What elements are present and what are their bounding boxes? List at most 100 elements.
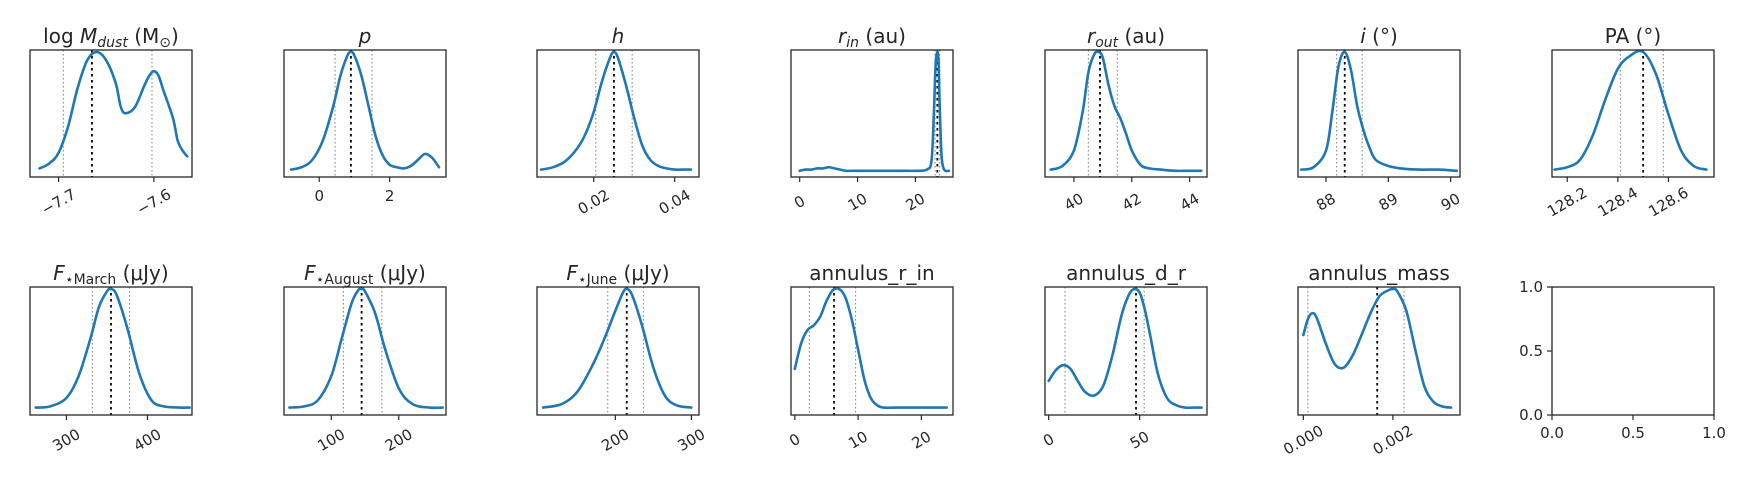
axes-frame	[1297, 286, 1461, 416]
panel-title-part: PA (°)	[1605, 24, 1661, 48]
x-tick-label: 44	[1177, 189, 1203, 214]
posterior-density-curve	[539, 50, 693, 171]
panel-title: F⋆August (μJy)	[304, 261, 426, 288]
posterior-density-curve	[1302, 287, 1453, 409]
panel-title-part: F	[53, 261, 65, 285]
panel-title-part: r	[1087, 24, 1097, 48]
panel-title-part: h	[612, 24, 625, 48]
axes-frame	[536, 286, 700, 416]
panel-title-part: annulus_d_r	[1066, 261, 1187, 285]
posterior-density-curve	[289, 50, 441, 171]
x-tick-label: 0.02	[575, 186, 613, 218]
axes-frame	[1297, 49, 1461, 178]
posterior-density-curve	[1047, 287, 1203, 410]
panel-1: p 0 2	[283, 24, 447, 205]
panel-title-part: (μJy)	[116, 261, 168, 285]
panel-title-part: annulus_mass	[1308, 261, 1450, 285]
panel-title-part: (μJy)	[617, 261, 669, 285]
x-tick-label: 42	[1119, 189, 1145, 214]
panel-title: rin (au)	[838, 24, 906, 51]
x-tick-label: 10	[845, 427, 871, 452]
x-tick-label: 2	[385, 187, 395, 205]
panel-title: PA (°)	[1605, 24, 1661, 48]
panel-4: rout (au) 40 42 44	[1044, 24, 1208, 215]
panel-title-part: out	[1095, 35, 1118, 51]
x-tick-label: 1.0	[1702, 424, 1726, 442]
x-tick-label: 20	[903, 189, 929, 214]
posterior-density-curve	[541, 287, 693, 409]
posterior-density-curve	[1299, 50, 1459, 173]
x-tick-label: 128.4	[1595, 183, 1641, 220]
axes-frame	[283, 49, 447, 178]
panel-title-part: )	[171, 24, 179, 48]
x-tick-label: 200	[598, 425, 632, 455]
panel-title-part: in	[846, 35, 859, 51]
axes-frame	[536, 49, 700, 178]
panel-8: F⋆August (μJy) 100 200	[283, 261, 447, 455]
axes-frame	[29, 49, 193, 178]
panel-title-part: dust	[97, 35, 128, 51]
x-tick-label: 400	[131, 425, 165, 455]
x-tick-label: 0.04	[656, 186, 694, 218]
panel-title-part: r	[838, 24, 848, 48]
panel-title-part: F	[566, 261, 578, 285]
x-tick-label: 0.002	[1370, 421, 1416, 458]
x-tick-label: 300	[50, 425, 84, 455]
panel-title-part: F	[304, 261, 316, 285]
panel-title: h	[612, 24, 625, 48]
panel-5: i (°) 88 89 90	[1297, 24, 1464, 215]
panel-title: log Mdust (M⊙)	[43, 24, 179, 51]
posterior-density-curve	[1553, 49, 1708, 171]
panel-title-part: i	[1360, 24, 1366, 48]
panel-11: annulus_d_r 0 50	[1040, 261, 1208, 453]
x-tick-label: 90	[1438, 189, 1464, 214]
axes-frame	[790, 49, 954, 178]
axes-frame	[1551, 286, 1715, 416]
panel-title: annulus_r_in	[809, 261, 934, 285]
axes-frame	[1044, 286, 1208, 416]
panel-6: PA (°) 128.2 128.4 128.6	[1544, 24, 1715, 221]
panel-title-part: p	[358, 24, 372, 48]
posterior-density-curve	[288, 287, 444, 410]
x-tick-label: 100	[314, 425, 348, 455]
panel-0: log Mdust (M⊙) −7.7 −7.6	[29, 24, 193, 219]
x-tick-label: 0.5	[1621, 424, 1645, 442]
axes-frame	[283, 286, 447, 416]
panel-2: h 0.02 0.04	[536, 24, 700, 218]
x-tick-label: 88	[1313, 189, 1339, 214]
posterior-density-curve	[793, 287, 948, 410]
x-tick-label: 0.000	[1280, 421, 1326, 458]
axes-frame	[1044, 49, 1208, 178]
x-tick-label: 0	[314, 187, 324, 205]
panel-title-part: (M	[128, 24, 159, 48]
panel-title: rout (au)	[1087, 24, 1165, 51]
x-tick-label: 0.0	[1540, 424, 1564, 442]
x-tick-label: 0	[791, 192, 808, 212]
panel-title-part: ⋆August	[316, 272, 374, 288]
x-tick-label: 300	[674, 425, 708, 455]
panel-9: F⋆June (μJy) 200 300	[536, 261, 708, 455]
x-tick-label: 0	[1040, 430, 1057, 450]
axes-frame	[1551, 49, 1715, 178]
panel-title: annulus_d_r	[1066, 261, 1187, 285]
panel-title-part: log	[43, 24, 80, 48]
posterior-density-curve	[38, 50, 189, 170]
x-tick-label: 0	[786, 430, 803, 450]
axes-frame	[29, 286, 193, 416]
panel-3: rin (au) 0 10 20	[790, 24, 954, 215]
panel-13: 0.0 0.5 1.0 0.0 0.5 1.0	[1519, 278, 1726, 442]
panel-title-part: M	[80, 24, 97, 48]
x-tick-label: 50	[1127, 427, 1153, 452]
x-tick-label: 89	[1376, 189, 1402, 214]
posterior-density-curve	[34, 287, 191, 409]
panel-title-part: ⋆June	[578, 272, 617, 288]
x-tick-label: 200	[382, 425, 416, 455]
panel-title: p	[358, 24, 372, 48]
x-tick-label: 20	[909, 427, 935, 452]
panel-title-part: (°)	[1366, 24, 1398, 48]
panel-title-part: (μJy)	[373, 261, 425, 285]
panel-title: i (°)	[1360, 24, 1398, 48]
panel-10: annulus_r_in 0 10 20	[786, 261, 954, 453]
y-tick-label: 0.0	[1519, 406, 1543, 424]
